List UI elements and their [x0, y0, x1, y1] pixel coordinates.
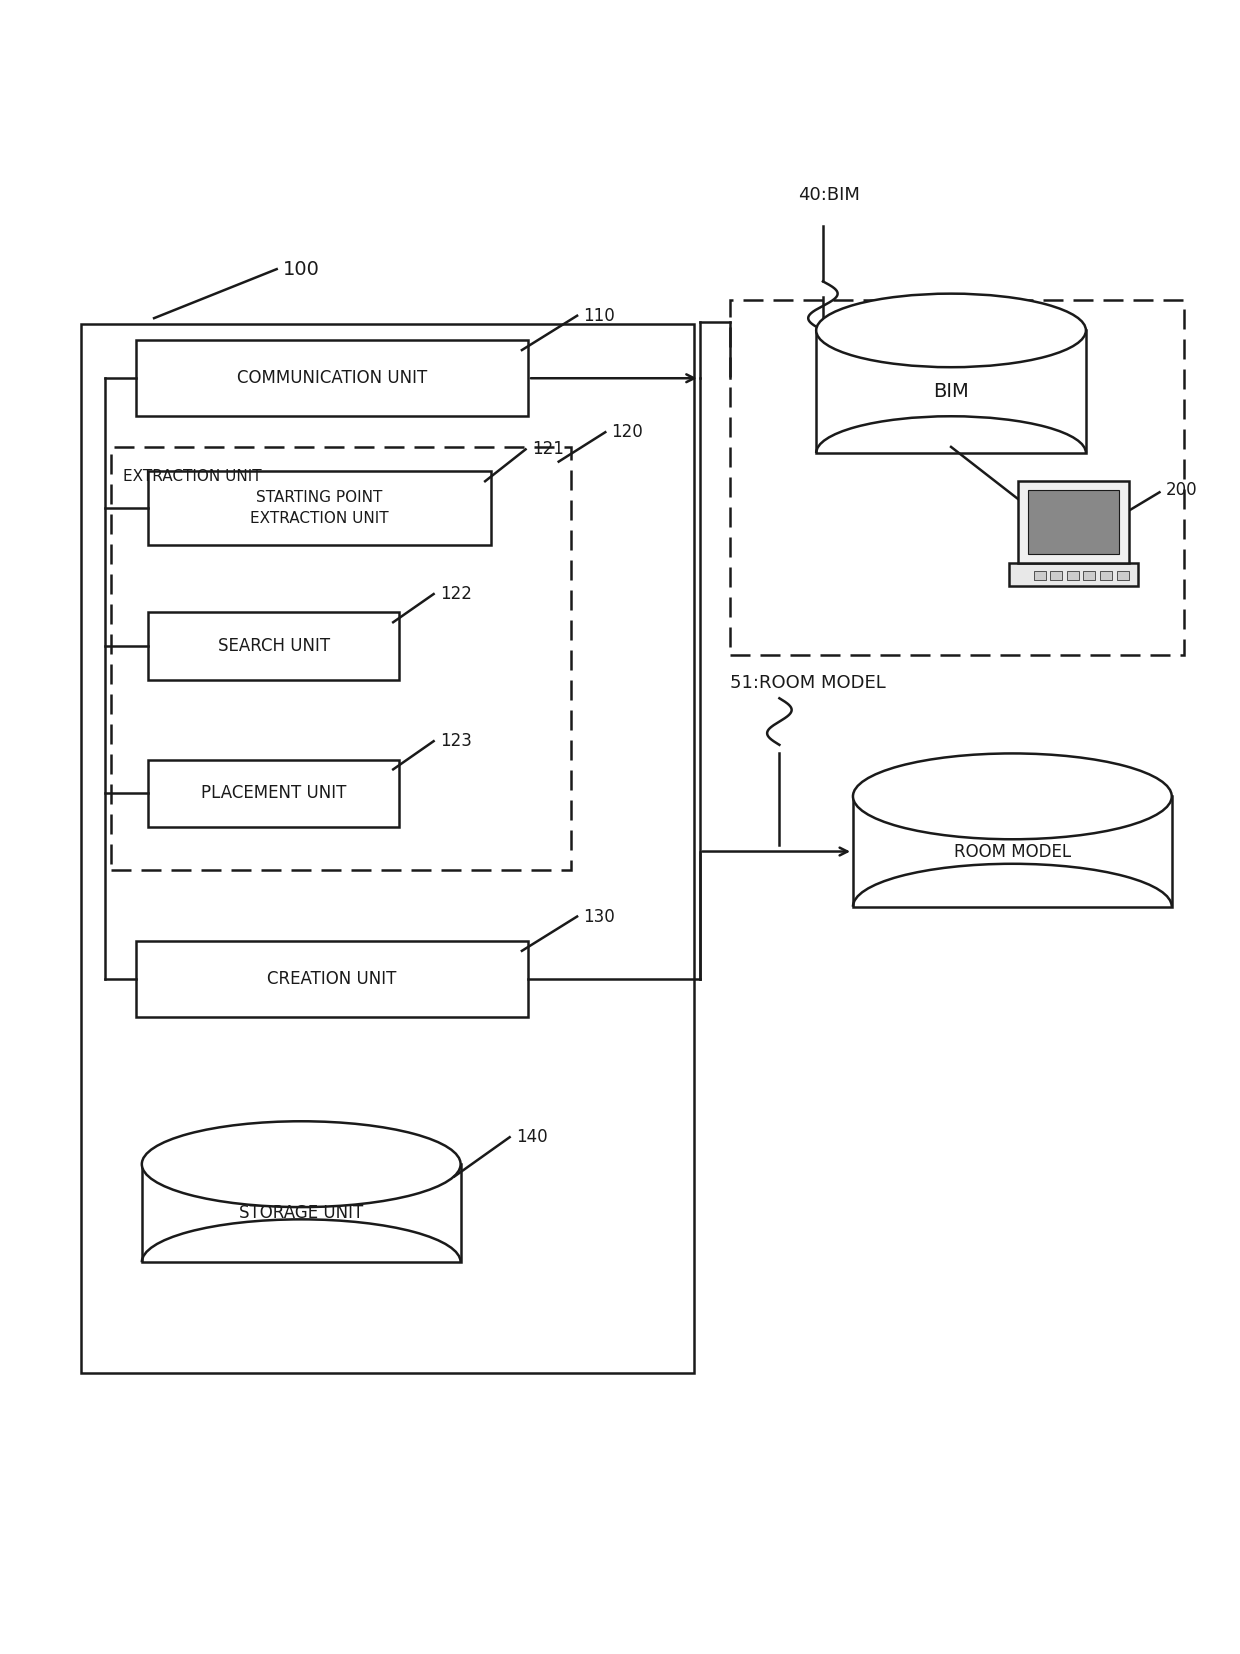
FancyBboxPatch shape [141, 1164, 460, 1262]
Text: 130: 130 [583, 908, 615, 926]
Ellipse shape [853, 754, 1172, 839]
FancyBboxPatch shape [1084, 571, 1095, 581]
Text: 51:ROOM MODEL: 51:ROOM MODEL [730, 675, 887, 691]
Text: 121: 121 [532, 440, 564, 458]
FancyBboxPatch shape [1116, 571, 1128, 581]
Text: COMMUNICATION UNIT: COMMUNICATION UNIT [237, 369, 427, 387]
Text: PLACEMENT UNIT: PLACEMENT UNIT [201, 784, 346, 802]
FancyBboxPatch shape [1028, 491, 1118, 554]
Text: 120: 120 [611, 423, 644, 442]
Text: 100: 100 [283, 260, 320, 278]
FancyBboxPatch shape [1018, 481, 1128, 564]
Text: ROOM MODEL: ROOM MODEL [954, 842, 1071, 860]
Text: CREATION UNIT: CREATION UNIT [267, 969, 397, 987]
FancyBboxPatch shape [148, 471, 491, 546]
Text: EXTRACTION UNIT: EXTRACTION UNIT [124, 470, 262, 485]
Text: 123: 123 [440, 733, 471, 751]
FancyBboxPatch shape [1050, 571, 1063, 581]
FancyBboxPatch shape [1034, 571, 1045, 581]
FancyBboxPatch shape [1009, 564, 1138, 587]
Text: 40:BIM: 40:BIM [799, 187, 861, 203]
Text: STARTING POINT
EXTRACTION UNIT: STARTING POINT EXTRACTION UNIT [250, 490, 389, 526]
FancyBboxPatch shape [853, 796, 1172, 906]
FancyBboxPatch shape [1066, 571, 1079, 581]
Text: 122: 122 [440, 586, 471, 604]
FancyBboxPatch shape [148, 612, 399, 680]
Text: SEARCH UNIT: SEARCH UNIT [217, 637, 330, 655]
Ellipse shape [816, 294, 1086, 367]
Ellipse shape [141, 1121, 460, 1207]
FancyBboxPatch shape [148, 759, 399, 827]
FancyBboxPatch shape [81, 324, 693, 1373]
Text: BIM: BIM [934, 382, 968, 402]
Text: 140: 140 [516, 1128, 547, 1146]
FancyBboxPatch shape [816, 331, 1086, 453]
FancyBboxPatch shape [135, 341, 528, 417]
Text: 200: 200 [1166, 481, 1198, 500]
FancyBboxPatch shape [1100, 571, 1112, 581]
FancyBboxPatch shape [135, 941, 528, 1017]
FancyBboxPatch shape [730, 299, 1184, 655]
Text: 110: 110 [583, 306, 615, 324]
FancyBboxPatch shape [112, 447, 570, 870]
Text: STORAGE UNIT: STORAGE UNIT [239, 1204, 363, 1222]
